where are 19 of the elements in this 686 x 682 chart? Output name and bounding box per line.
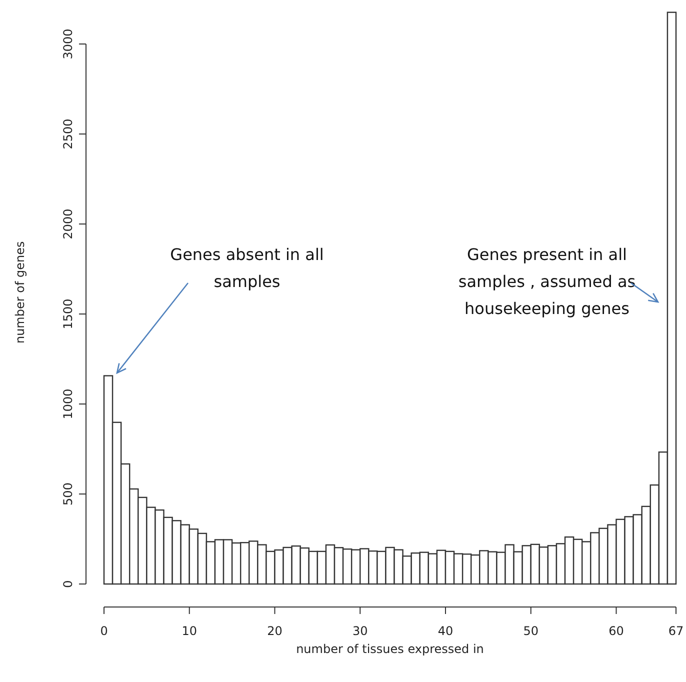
y-tick-label: 1500 [61, 298, 75, 330]
x-tick-label: 10 [182, 624, 198, 638]
x-tick-label: 20 [267, 624, 282, 638]
x-axis-title: number of tissues expressed in [296, 642, 484, 656]
x-tick-label: 50 [523, 624, 539, 638]
x-tick-label: 40 [438, 624, 454, 638]
y-tick-label: 3000 [61, 28, 75, 60]
x-tick-label: 67 [668, 624, 684, 638]
y-axis-title: number of genes [13, 241, 27, 344]
y-tick-label: 2000 [61, 208, 75, 240]
x-tick-label: 30 [352, 624, 368, 638]
y-tick-label: 2500 [61, 118, 75, 150]
annotation: Genes absent in all samples [170, 245, 324, 291]
y-tick-label: 500 [61, 482, 75, 506]
x-tick-label: 0 [100, 624, 108, 638]
y-tick-label: 0 [61, 580, 75, 588]
x-tick-label: 60 [608, 624, 624, 638]
annotation: Genes present in all samples , assumed as housekeeping genes [458, 245, 636, 318]
y-tick-label: 1000 [61, 388, 75, 420]
